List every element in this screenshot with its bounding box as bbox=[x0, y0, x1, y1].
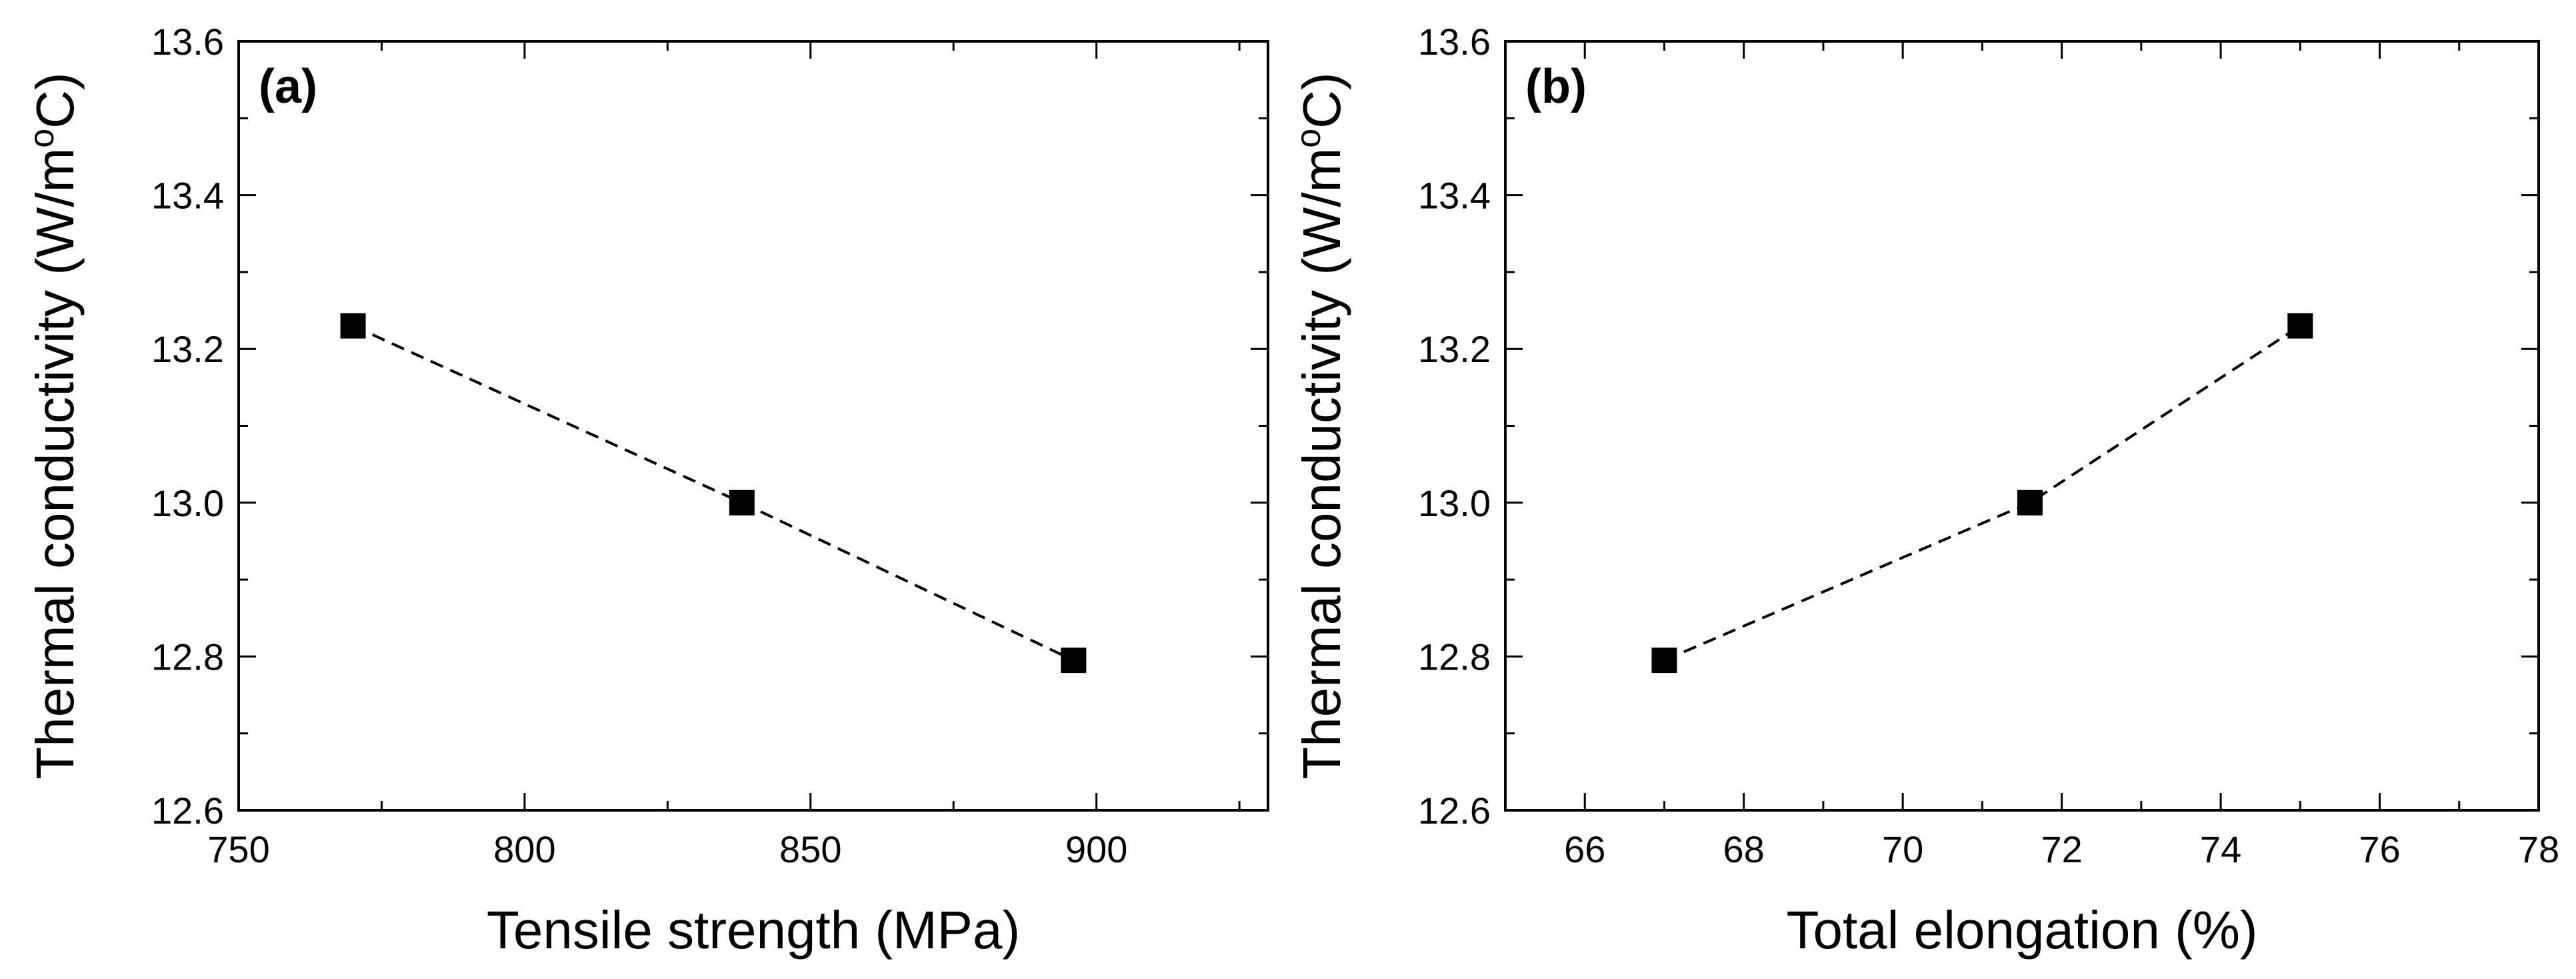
y-tick-label: 13.0 bbox=[1418, 482, 1491, 524]
x-tick-label: 78 bbox=[2518, 828, 2559, 870]
y-tick-label: 13.2 bbox=[1418, 328, 1491, 370]
x-tick-label: 850 bbox=[779, 828, 841, 870]
y-axis-title: Thermal conductivity (W/moC) bbox=[1289, 72, 1351, 779]
plot-frame bbox=[1504, 40, 2540, 812]
x-tick-label: 72 bbox=[2041, 828, 2082, 870]
y-tick-label: 13.2 bbox=[151, 328, 224, 370]
x-axis-title: Total elongation (%) bbox=[1786, 900, 2257, 960]
chart-panel-a: 750 800 850 900 12.6 12.8 13.0 13.2 13.4 13.6 (a) T… bbox=[23, 21, 1269, 960]
y-axis-title-part: C) bbox=[25, 72, 85, 128]
data-point-marker bbox=[2287, 313, 2313, 339]
y-tick-label: 13.4 bbox=[1418, 175, 1491, 217]
x-tick-label: 900 bbox=[1065, 828, 1127, 870]
data-point-marker bbox=[729, 490, 755, 516]
panel-label: (a) bbox=[259, 60, 317, 113]
panel-label: (b) bbox=[1525, 60, 1587, 113]
y-tick-label: 13.6 bbox=[151, 21, 224, 63]
x-tick-label: 74 bbox=[2200, 828, 2241, 870]
x-tick-label: 750 bbox=[207, 828, 269, 870]
x-tick-label: 76 bbox=[2359, 828, 2400, 870]
y-axis-title-part: C) bbox=[1292, 72, 1351, 128]
y-axis-title-part: Thermal conductivity (W/m bbox=[25, 148, 85, 780]
y-tick-label: 13.6 bbox=[1418, 21, 1491, 63]
y-tick-label: 13.4 bbox=[151, 175, 224, 217]
degree-superscript: o bbox=[1289, 129, 1328, 148]
series-line-dashed bbox=[352, 324, 1075, 662]
y-axis-title: Thermal conductivity (W/moC) bbox=[23, 72, 85, 779]
x-tick-label: 68 bbox=[1723, 828, 1765, 870]
series-line-dashed bbox=[1663, 324, 2301, 662]
chart-panel-b: 66 68 70 72 74 76 78 12.6 12.8 13.0 13.2 13.4 13.6 (b… bbox=[1289, 21, 2559, 960]
data-point-marker bbox=[2017, 490, 2043, 516]
y-tick-label: 13.0 bbox=[151, 482, 224, 524]
degree-superscript: o bbox=[23, 129, 61, 148]
x-tick-label: 70 bbox=[1882, 828, 1923, 870]
x-tick-label: 800 bbox=[493, 828, 555, 870]
y-axis-title-part: Thermal conductivity (W/m bbox=[1292, 148, 1351, 780]
y-tick-label: 12.6 bbox=[151, 790, 224, 832]
x-axis-title: Tensile strength (MPa) bbox=[487, 900, 1020, 960]
data-point-marker bbox=[1061, 648, 1087, 674]
data-point-marker bbox=[340, 313, 366, 339]
x-tick-label: 66 bbox=[1564, 828, 1605, 870]
y-tick-label: 12.8 bbox=[1418, 636, 1491, 678]
y-tick-label: 12.6 bbox=[1418, 790, 1491, 832]
y-tick-label: 12.8 bbox=[151, 636, 224, 678]
data-point-marker bbox=[1651, 648, 1677, 674]
plot-frame bbox=[237, 40, 1269, 812]
